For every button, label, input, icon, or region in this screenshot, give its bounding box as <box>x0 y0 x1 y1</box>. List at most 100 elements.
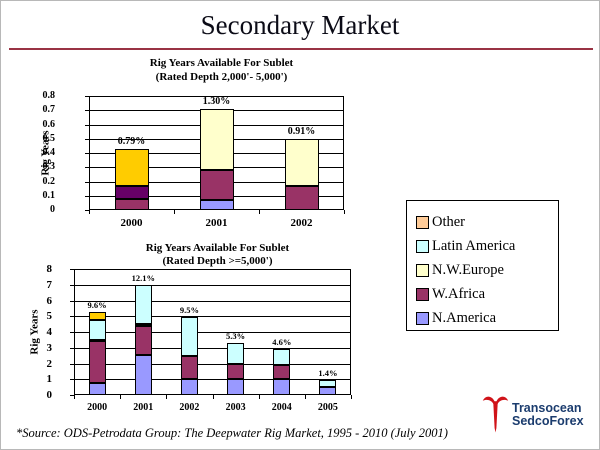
legend-swatch-other <box>416 215 429 229</box>
legend-swatch-n-w-europe <box>416 263 429 277</box>
bar-segment-2003-n-america <box>227 379 245 395</box>
gridline <box>74 316 351 318</box>
y-axis-tick <box>70 269 74 270</box>
bar-segment-2002-n-w-europe <box>284 138 319 186</box>
x-axis-label-2004: 2004 <box>271 402 292 413</box>
bar-segment-2002-w-africa <box>180 356 198 380</box>
y-axis-tick <box>70 379 74 381</box>
x-axis-tick <box>351 395 352 399</box>
bar-segment-2000-latin-america <box>114 185 149 199</box>
y-axis-tick-label: 0 <box>50 204 55 215</box>
x-axis-label-2002: 2002 <box>290 217 313 229</box>
bar-value-label-2004: 4.6% <box>272 336 292 347</box>
x-axis-tick <box>166 395 168 399</box>
legend-label: N.America <box>432 309 497 326</box>
y-axis-tick-label: 0.4 <box>42 147 56 158</box>
y-axis-tick-label: 3 <box>46 341 53 354</box>
chart-sublet-ge-5000ft: Rig Years Available For Sublet (Rated Dep… <box>29 242 352 413</box>
x-axis-label-2000: 2000 <box>120 217 143 229</box>
page-title: Secondary Market <box>200 10 400 40</box>
x-axis-tick <box>304 395 306 399</box>
legend-label: Latin America <box>432 237 516 254</box>
y-axis-tick <box>70 300 74 302</box>
bar-segment-2004-latin-america <box>273 348 291 366</box>
source-note: *Source: ODS-Petrodata Group: The Deepwa… <box>16 426 448 440</box>
bar-segment-2004-w-africa <box>273 365 291 380</box>
legend-item-n-w-europe: N.W.Europe <box>416 258 554 282</box>
legend-label: N.W.Europe <box>432 261 504 278</box>
logo-wordmark: Transocean SedcoForex <box>512 402 584 428</box>
x-axis-label-2000: 2000 <box>87 402 108 413</box>
gridline <box>74 284 351 286</box>
bar-value-label-2000: 9.6% <box>87 300 107 311</box>
y-axis-tick <box>70 347 74 349</box>
y-axis-tick-label: 6 <box>46 294 53 307</box>
bar-segment-2001-n-w-europe <box>134 323 152 326</box>
bar-value-label-2002: 9.5% <box>179 305 199 316</box>
bar-segment-2000-other <box>114 148 149 186</box>
y-axis-tick <box>70 316 74 318</box>
y-axis-tick <box>85 167 89 169</box>
legend-label: Other <box>432 213 466 230</box>
legend-item-other: Other <box>416 210 554 234</box>
bar-segment-2003-latin-america <box>227 343 245 364</box>
y-axis-tick <box>85 181 89 183</box>
chart-subtitle: (Rated Depth >=5,000') <box>162 255 273 267</box>
y-axis-title: Rig Years <box>28 269 42 395</box>
legend-item-n-america: N.America <box>416 306 554 330</box>
x-axis-label-2002: 2002 <box>179 402 200 413</box>
y-axis-tick-label: 4 <box>46 326 53 338</box>
chart-legend: Other Latin America N.W.Europe W.Africa N.Am… <box>406 200 559 331</box>
gridline <box>74 363 351 365</box>
bar-segment-2001-n-america <box>199 200 234 210</box>
y-axis-tick <box>85 124 89 126</box>
chart-sublet-2000-5000ft: Rig Years Available For Sublet (Rated Dep… <box>40 57 345 229</box>
gridline <box>74 379 351 381</box>
x-axis-tick <box>259 210 260 214</box>
transocean-sedcoforex-logo: Transocean SedcoForex <box>482 394 584 434</box>
y-axis-tick <box>85 110 89 112</box>
gridline <box>74 332 351 333</box>
y-axis-tick <box>70 363 74 365</box>
chart-subtitle: (Rated Depth 2,000'- 5,000') <box>155 71 288 83</box>
bar-segment-2000-n-w-europe <box>88 339 106 342</box>
y-axis-tick-label: 7 <box>46 278 53 291</box>
x-axis-tick <box>258 395 260 399</box>
x-axis-tick <box>174 210 175 214</box>
x-axis-label-2005: 2005 <box>317 402 338 413</box>
y-axis-tick-label: 0.5 <box>42 132 56 144</box>
y-axis-tick-label: 0.3 <box>42 161 56 173</box>
y-axis-tick-label: 0.1 <box>42 189 56 201</box>
x-axis-label-2003: 2003 <box>225 402 246 413</box>
bar-value-label-2002: 0.91% <box>287 125 316 137</box>
y-axis-title-text: Rig Years <box>40 130 52 176</box>
bar-segment-2001-latin-america <box>134 284 152 325</box>
bar-segment-2001-w-africa <box>134 325 152 355</box>
x-axis-tick <box>212 395 214 399</box>
y-axis-tick-label: 0.7 <box>42 104 56 116</box>
y-axis-tick <box>85 153 89 154</box>
y-axis-tick-label: 0.8 <box>42 90 56 101</box>
y-axis-tick <box>70 395 74 396</box>
bar-value-label-2003: 5.3% <box>226 331 246 342</box>
y-axis-tick-label: 5 <box>46 310 53 323</box>
bar-segment-2002-latin-america <box>180 317 198 357</box>
bar-segment-2000-latin-america <box>88 320 106 340</box>
logo-line-2: SedcoForex <box>512 414 584 428</box>
bar-segment-2005-latin-america <box>319 380 337 388</box>
x-axis-tick <box>89 210 90 214</box>
logo-flame-icon <box>482 396 509 433</box>
y-axis-tick-label: 0 <box>46 389 53 401</box>
bar-segment-2000-w-africa <box>114 198 149 210</box>
y-axis-tick-label: 8 <box>46 263 53 275</box>
y-axis-tick <box>70 332 74 333</box>
bar-segment-2001-n-america <box>134 354 152 395</box>
x-axis-label-2001: 2001 <box>133 402 154 413</box>
legend-item-w-africa: W.Africa <box>416 282 554 306</box>
bar-segment-2004-n-america <box>273 379 291 395</box>
y-axis-tick <box>85 210 89 211</box>
y-axis-tick <box>70 284 74 286</box>
x-axis-label-2001: 2001 <box>205 217 228 229</box>
bar-segment-2000-n-america <box>88 383 106 395</box>
